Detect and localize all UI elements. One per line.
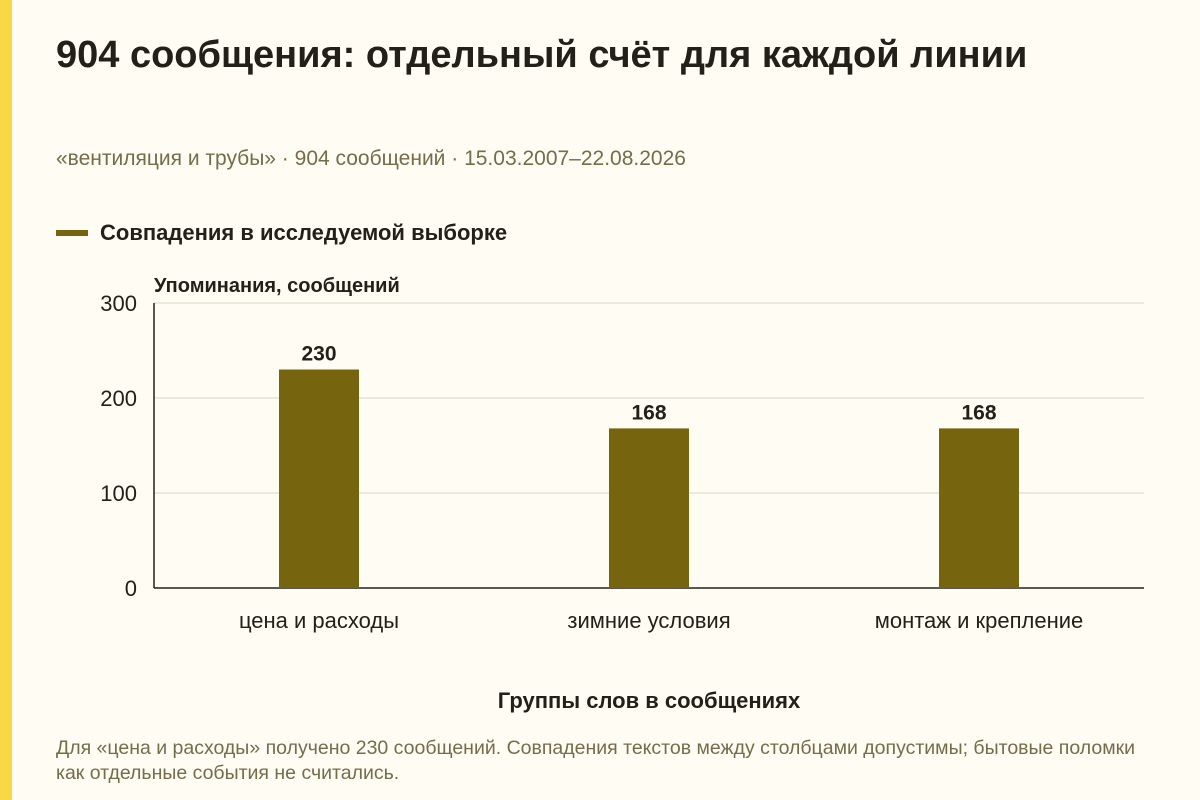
chart-footnote: Для «цена и расходы» получено 230 сообще… [56, 737, 1136, 784]
bar [279, 369, 359, 588]
bar-value-label: 168 [631, 401, 666, 424]
bar [609, 428, 689, 588]
bar-value-label: 168 [961, 401, 996, 424]
bar [939, 428, 1019, 588]
page-title: 904 сообщения: отдельный счёт для каждой… [56, 34, 1028, 76]
y-axis-label: Упоминания, сообщений [154, 275, 400, 297]
legend-label: Совпадения в исследуемой выборке [100, 220, 508, 245]
x-tick-label: цена и расходы [239, 608, 399, 633]
bar-value-label: 230 [301, 343, 336, 366]
y-tick-label: 0 [125, 576, 137, 601]
chart-legend: Совпадения в исследуемой выборке [56, 218, 507, 248]
bar-chart: Упоминания, сообщений Группы слов в сооб… [100, 275, 1144, 713]
legend-swatch [56, 230, 88, 236]
chart-subtitle: «вентиляция и трубы» · 904 сообщений · 1… [56, 147, 686, 170]
y-tick-label: 200 [100, 386, 137, 411]
y-tick-label: 300 [100, 291, 137, 316]
x-tick-label: монтаж и крепление [875, 608, 1084, 633]
x-axis-label: Группы слов в сообщениях [498, 688, 801, 713]
y-tick-label: 100 [100, 481, 137, 506]
x-tick-label: зимние условия [567, 608, 730, 633]
accent-stripe [0, 0, 12, 800]
